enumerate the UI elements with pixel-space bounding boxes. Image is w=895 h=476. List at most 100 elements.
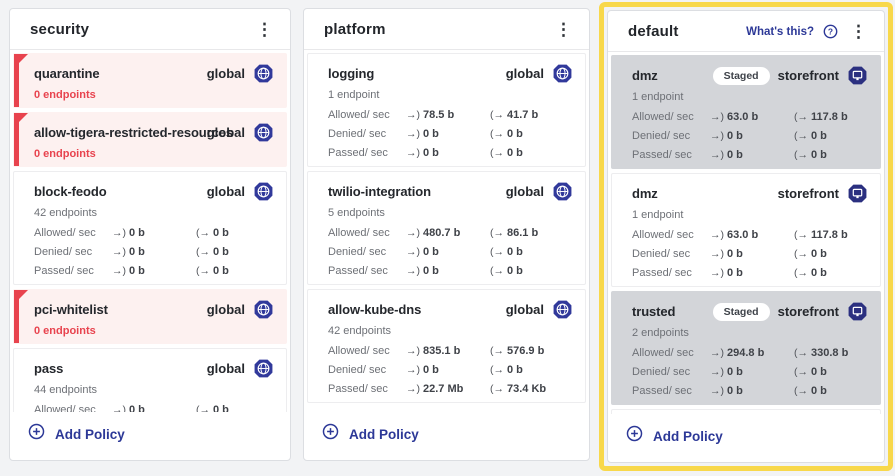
kebab-menu-icon[interactable]: ⋮: [555, 19, 572, 39]
arrow-in-icon: →): [406, 227, 420, 239]
kebab-menu-icon[interactable]: ⋮: [850, 21, 867, 41]
policy-card-dmz[interactable]: dmz storefront 1 endpoint Allowed/ sec →…: [611, 173, 881, 287]
stat-value: 0 b: [727, 130, 743, 142]
policy-card-dmz-staged[interactable]: dmz Staged storefront 1 endpoint Allowed…: [611, 55, 881, 169]
endpoints-count: 42 endpoints: [34, 207, 97, 219]
stat-value: 0 b: [423, 364, 439, 376]
policy-card-twilio-integration[interactable]: twilio-integration global 5 endpoints Al…: [307, 171, 586, 285]
policy-card-pass[interactable]: pass global 44 endpoints Allowed/ sec →)…: [13, 348, 287, 412]
arrow-in-icon: →): [406, 345, 420, 357]
policy-card-pci-whitelist[interactable]: pci-whitelist global 0 endpoints: [13, 289, 287, 344]
stat-row-allowed: Allowed/ sec →) 63.0 b (→ 117.8 b: [632, 229, 868, 242]
policy-card-logging[interactable]: logging global 1 endpoint Allowed/ sec →…: [307, 53, 586, 167]
endpoints-count: 0 endpoints: [34, 325, 96, 337]
inbound-stat: →) 835.1 b: [406, 345, 490, 358]
stat-row-denied: Denied/ sec →) 0 b (→ 0 b: [328, 128, 573, 141]
tier-header-platform: platform ⋮: [304, 9, 589, 50]
arrow-out-icon: (→: [794, 248, 808, 260]
add-icon: [28, 423, 45, 445]
outbound-stat: (→ 0 b: [490, 147, 523, 160]
svg-text:?: ?: [828, 26, 833, 36]
stat-label: Allowed/ sec: [34, 227, 96, 239]
endpoints-count: 2 endpoints: [632, 327, 689, 339]
stat-label: Passed/ sec: [328, 265, 388, 277]
arrow-in-icon: →): [406, 109, 420, 121]
arrow-out-icon: (→: [794, 111, 808, 123]
inbound-stat: →) 0 b: [112, 404, 196, 412]
policy-card-block-feodo[interactable]: block-feodo global 42 endpoints Allowed/…: [13, 171, 287, 285]
stat-value: 0 b: [507, 128, 523, 140]
inbound-stat: →) 0 b: [406, 364, 490, 377]
policy-card-trusted-staged[interactable]: trusted Staged storefront 2 endpoints Al…: [611, 291, 881, 405]
kebab-menu-icon[interactable]: ⋮: [256, 19, 273, 39]
arrow-in-icon: →): [710, 366, 724, 378]
stat-value: 0 b: [423, 246, 439, 258]
stat-value: 78.5 b: [423, 109, 455, 121]
stat-row-passed: Passed/ sec →) 0 b (→ 0 b: [328, 265, 573, 278]
stat-value: 0 b: [811, 385, 827, 397]
stat-value: 0 b: [129, 227, 145, 239]
arrow-in-icon: →): [710, 385, 724, 397]
outbound-stat: (→ 0 b: [490, 265, 523, 278]
traffic-stats: Allowed/ sec →) 63.0 b (→ 117.8 b Denied/ …: [632, 111, 868, 162]
scope-label: storefront: [777, 304, 839, 319]
outbound-stat: (→ 0 b: [196, 246, 229, 259]
add-policy-button[interactable]: Add Policy: [608, 414, 884, 462]
stat-label: Allowed/ sec: [632, 347, 694, 359]
endpoints-count: 42 endpoints: [328, 325, 391, 337]
traffic-stats: Allowed/ sec →) 294.8 b (→ 330.8 b Denied/…: [632, 347, 868, 398]
policy-card-trusted[interactable]: trusted storefront: [611, 409, 881, 414]
policy-name: allow-tigera-restricted-resources: [34, 125, 233, 140]
scope-label: storefront: [777, 186, 839, 201]
stat-value: 0 b: [507, 364, 523, 376]
whats-this-link[interactable]: What's this?: [746, 25, 814, 38]
outbound-stat: (→ 330.8 b: [794, 347, 848, 360]
add-policy-button[interactable]: Add Policy: [304, 412, 589, 460]
stat-label: Allowed/ sec: [632, 111, 694, 123]
inbound-stat: →) 0 b: [710, 366, 794, 379]
add-policy-button[interactable]: Add Policy: [10, 412, 290, 460]
help-circle-icon[interactable]: ?: [823, 24, 838, 39]
policy-card-quarantine[interactable]: quarantine global 0 endpoints: [13, 53, 287, 108]
stat-value: 41.7 b: [507, 109, 539, 121]
stat-value: 0 b: [811, 248, 827, 260]
arrow-in-icon: →): [710, 149, 724, 161]
arrow-out-icon: (→: [794, 229, 808, 241]
arrow-out-icon: (→: [794, 130, 808, 142]
scope-label: global: [206, 125, 245, 140]
traffic-stats: Allowed/ sec →) 78.5 b (→ 41.7 b Denied/ s…: [328, 109, 573, 160]
stat-label: Allowed/ sec: [328, 345, 390, 357]
outbound-stat: (→ 0 b: [794, 366, 827, 379]
policy-card-allow-kube-dns[interactable]: allow-kube-dns global 42 endpoints Allow…: [307, 289, 586, 403]
stat-row-allowed: Allowed/ sec →) 480.7 b (→ 86.1 b: [328, 227, 573, 240]
inbound-stat: →) 63.0 b: [710, 229, 794, 242]
stat-value: 63.0 b: [727, 111, 759, 123]
stat-row-denied: Denied/ sec →) 0 b (→ 0 b: [328, 364, 573, 377]
stat-row-passed: Passed/ sec →) 0 b (→ 0 b: [632, 267, 868, 280]
arrow-in-icon: →): [406, 147, 420, 159]
stat-value: 0 b: [129, 246, 145, 258]
stat-value: 0 b: [507, 147, 523, 159]
stat-value: 0 b: [727, 366, 743, 378]
global-scope-icon: [552, 299, 573, 320]
arrow-in-icon: →): [710, 248, 724, 260]
arrow-out-icon: (→: [196, 265, 210, 277]
arrow-in-icon: →): [112, 246, 126, 258]
arrow-out-icon: (→: [794, 347, 808, 359]
global-scope-icon: [253, 122, 274, 143]
add-icon: [322, 423, 339, 445]
arrow-in-icon: →): [112, 265, 126, 277]
arrow-in-icon: →): [112, 227, 126, 239]
scope-label: global: [505, 66, 544, 81]
stat-label: Passed/ sec: [328, 147, 388, 159]
stat-value: 0 b: [423, 265, 439, 277]
outbound-stat: (→ 0 b: [196, 265, 229, 278]
stat-label: Denied/ sec: [328, 364, 387, 376]
storefront-namespace-icon: [847, 301, 868, 322]
stat-value: 0 b: [129, 265, 145, 277]
policy-name: allow-kube-dns: [328, 302, 422, 317]
stat-value: 835.1 b: [423, 345, 461, 357]
policy-card-allow-tigera-restricted-resources[interactable]: allow-tigera-restricted-resources global…: [13, 112, 287, 167]
global-scope-icon: [253, 358, 274, 379]
stat-value: 0 b: [727, 267, 743, 279]
